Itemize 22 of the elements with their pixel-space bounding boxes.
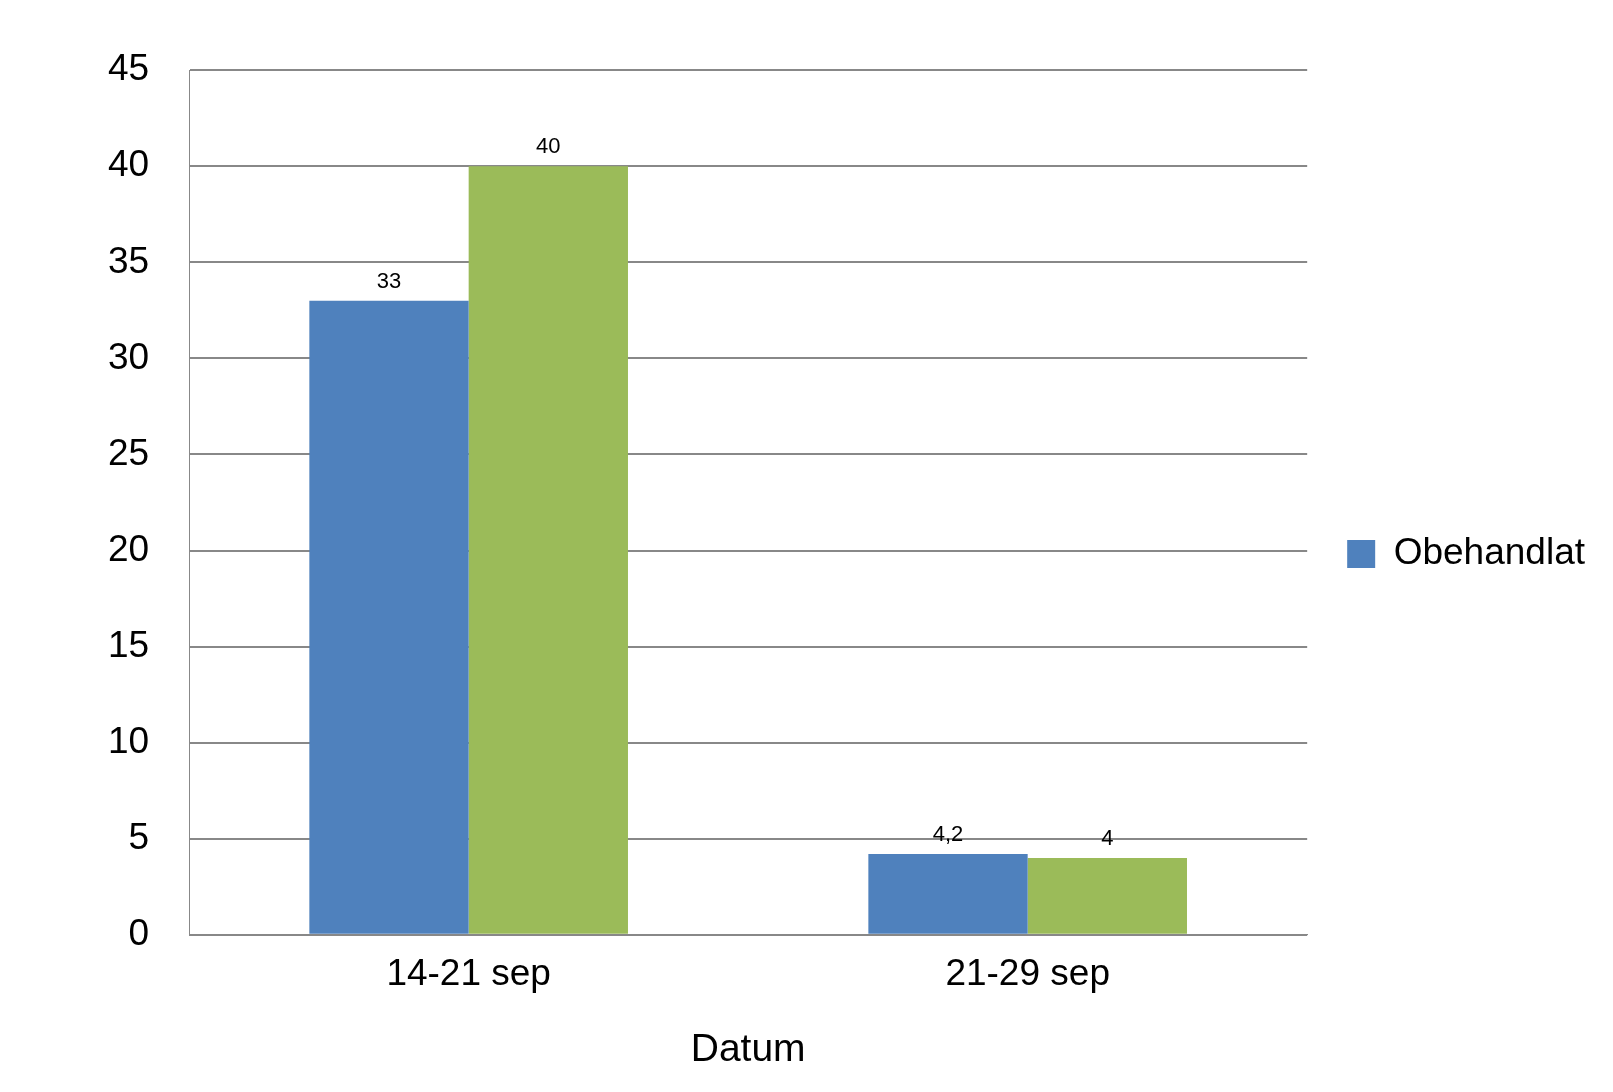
- data-label: 4: [1101, 825, 1114, 851]
- y-tick-label: 5: [128, 815, 150, 857]
- data-label: 40: [536, 133, 561, 159]
- x-tick-label: 21-29 sep: [945, 952, 1110, 994]
- x-axis-title: Datum: [690, 1026, 806, 1070]
- y-tick-label: 35: [108, 239, 150, 281]
- data-label: 33: [376, 267, 402, 293]
- y-tick-label: 15: [108, 623, 150, 665]
- x-tick-label: 14-21 sep: [386, 952, 551, 994]
- bar: [868, 854, 1028, 934]
- y-tick-label: 30: [108, 335, 150, 377]
- y-tick-label: 25: [108, 431, 150, 473]
- y-tick-label: 0: [128, 912, 150, 953]
- y-tick-label: 45: [108, 47, 150, 89]
- bar: [309, 300, 469, 934]
- y-tick-label: 20: [108, 527, 150, 569]
- legend-label: Obehandlat: [1393, 531, 1586, 573]
- bar: [1027, 857, 1187, 934]
- bar: [468, 166, 628, 934]
- data-label: 4,2: [932, 821, 964, 847]
- y-tick-label: 10: [108, 719, 150, 761]
- y-tick-label: 40: [108, 143, 150, 185]
